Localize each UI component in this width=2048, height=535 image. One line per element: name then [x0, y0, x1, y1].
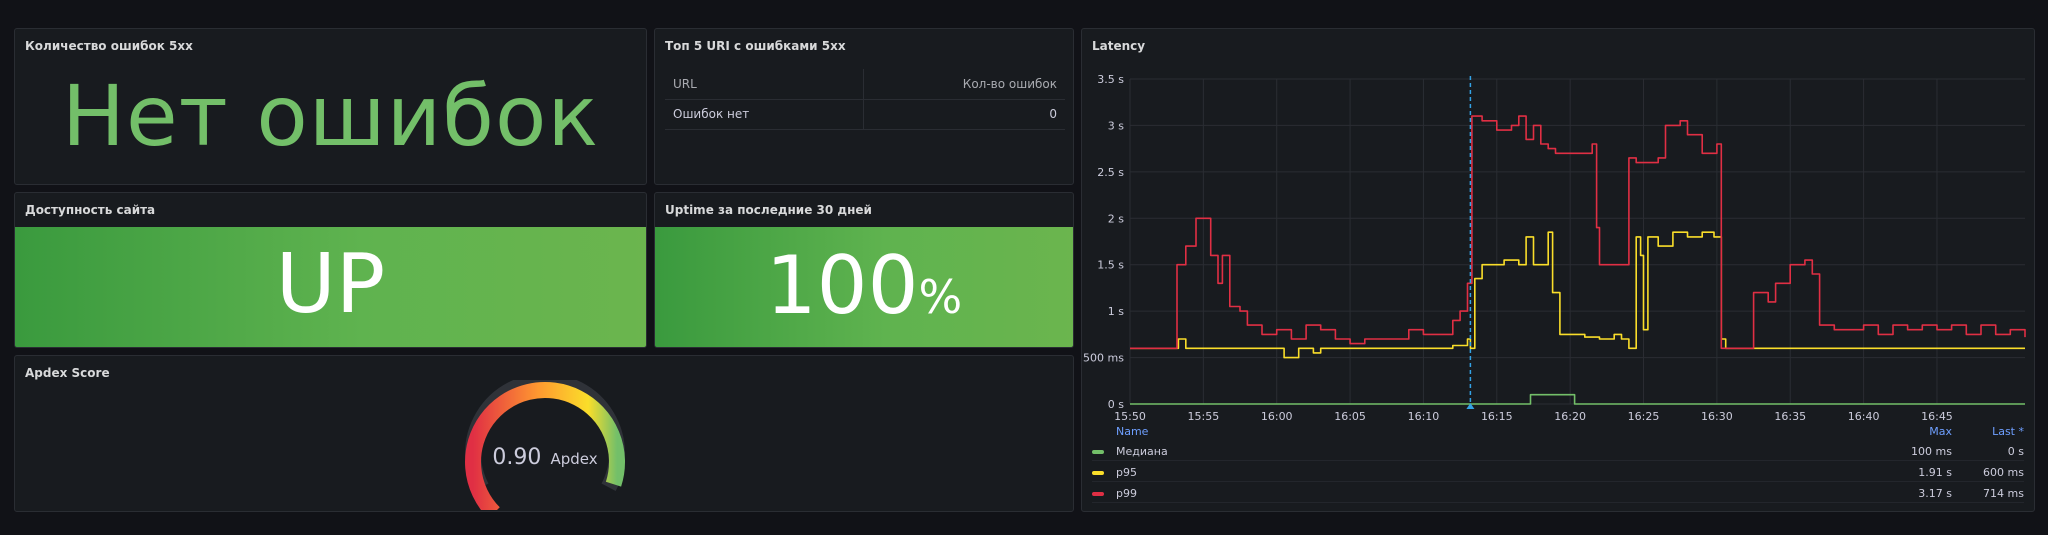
legend-max: 1.91 s	[1918, 466, 1952, 479]
column-header-url[interactable]: URL	[665, 69, 865, 100]
uptime-background	[655, 227, 1073, 347]
x-tick-label: 16:25	[1628, 410, 1660, 423]
legend-row-p99[interactable]: p99 3.17 s 714 ms	[1092, 483, 2024, 503]
errors-5xx-title[interactable]: Количество ошибок 5xx	[25, 39, 193, 53]
uptime-unit: %	[918, 270, 963, 324]
top5-table: URL Кол-во ошибок Ошибок нет 0	[665, 69, 1065, 130]
series-line-median	[1130, 393, 2025, 405]
availability-panel: Доступность сайта UP	[14, 192, 647, 348]
legend-name: p99	[1116, 487, 1137, 500]
chart-series	[1130, 115, 2026, 405]
legend-last: 0 s	[2007, 445, 2024, 458]
legend-name: Медиана	[1116, 445, 1168, 458]
series-line-p99	[1130, 115, 2026, 350]
y-tick-label: 2.5 s	[1097, 166, 1124, 179]
y-tick-label: 1.5 s	[1097, 259, 1124, 272]
apdex-label: Apdex	[550, 450, 597, 468]
legend-header-max[interactable]: Max	[1929, 425, 1952, 438]
x-tick-label: 16:05	[1334, 410, 1366, 423]
latency-panel: Latency 0 s 500 ms 1 s 1.5 s 2 s 2.5 s 3 s 3.5 …	[1081, 28, 2035, 512]
cursor-marker	[1466, 403, 1475, 409]
column-header-error-count[interactable]: Кол-во ошибок	[863, 69, 1065, 100]
chart-cursor	[1466, 76, 1475, 409]
latency-legend: Name Max Last * Медиана 100 ms 0 s p95 1…	[1092, 425, 2024, 505]
apdex-gauge-fill	[465, 382, 625, 510]
x-tick-label: 16:35	[1774, 410, 1806, 423]
errors-5xx-panel: Количество ошибок 5xx Нет ошибок	[14, 28, 647, 185]
x-tick-label: 16:15	[1481, 410, 1513, 423]
top5-uri-panel: Топ 5 URI с ошибками 5xx URL Кол-во ошиб…	[654, 28, 1074, 185]
uptime-value-wrap: 100%	[655, 239, 1073, 332]
series-line-p95	[1130, 231, 2025, 359]
y-tick-label: 3 s	[1108, 119, 1124, 132]
table-cell-count: 0	[863, 99, 1065, 130]
y-tick-label: 500 ms	[1083, 352, 1124, 365]
apdex-value-label: 0.90 Apdex	[492, 445, 597, 470]
x-tick-label: 16:20	[1554, 410, 1586, 423]
y-axis-ticks: 0 s 500 ms 1 s 1.5 s 2 s 2.5 s 3 s 3.5 s	[1083, 73, 1124, 411]
x-tick-label: 16:45	[1921, 410, 1953, 423]
legend-swatch-p99	[1092, 492, 1104, 496]
legend-header-last[interactable]: Last *	[1992, 425, 2024, 438]
y-tick-label: 0 s	[1108, 398, 1124, 411]
x-tick-label: 16:30	[1701, 410, 1733, 423]
uptime-title[interactable]: Uptime за последние 30 дней	[665, 203, 872, 217]
apdex-value: 0.90	[492, 445, 541, 470]
apdex-title[interactable]: Apdex Score	[25, 366, 110, 380]
errors-5xx-value: Нет ошибок	[61, 67, 600, 165]
legend-row-median[interactable]: Медиана 100 ms 0 s	[1092, 441, 2024, 461]
apdex-panel: Apdex Score 0.90 Apdex	[14, 355, 1074, 512]
availability-value: UP	[275, 237, 386, 332]
availability-background	[15, 227, 646, 347]
legend-name: p95	[1116, 466, 1137, 479]
legend-max: 100 ms	[1911, 445, 1952, 458]
y-tick-label: 2 s	[1108, 212, 1124, 225]
table-row: Ошибок нет 0	[665, 99, 1065, 130]
uptime-value: 100	[765, 239, 919, 332]
legend-swatch-median	[1092, 450, 1104, 454]
x-tick-label: 16:00	[1261, 410, 1293, 423]
apdex-gauge: 0.90 Apdex	[465, 380, 625, 510]
y-tick-label: 1 s	[1108, 305, 1124, 318]
legend-last: 600 ms	[1983, 466, 2024, 479]
legend-header-name[interactable]: Name	[1116, 425, 1149, 438]
x-axis-ticks: 15:50 15:55 16:00 16:05 16:10 16:15 16:20 16:25…	[1114, 410, 1953, 423]
x-tick-label: 15:55	[1188, 410, 1220, 423]
x-tick-label: 15:50	[1114, 410, 1146, 423]
y-tick-label: 3.5 s	[1097, 73, 1124, 86]
chart-grid	[1129, 78, 2025, 405]
availability-title[interactable]: Доступность сайта	[25, 203, 156, 217]
top5-uri-title[interactable]: Топ 5 URI с ошибками 5xx	[665, 39, 846, 53]
legend-max: 3.17 s	[1918, 487, 1952, 500]
x-tick-label: 16:40	[1848, 410, 1880, 423]
table-cell-url: Ошибок нет	[665, 99, 865, 130]
legend-last: 714 ms	[1983, 487, 2024, 500]
table-header-row: URL Кол-во ошибок	[665, 69, 1065, 100]
x-tick-label: 16:10	[1408, 410, 1440, 423]
legend-swatch-p95	[1092, 471, 1104, 475]
latency-title[interactable]: Latency	[1092, 39, 1146, 53]
legend-row-p95[interactable]: p95 1.91 s 600 ms	[1092, 462, 2024, 482]
uptime-panel: Uptime за последние 30 дней 100%	[654, 192, 1074, 348]
